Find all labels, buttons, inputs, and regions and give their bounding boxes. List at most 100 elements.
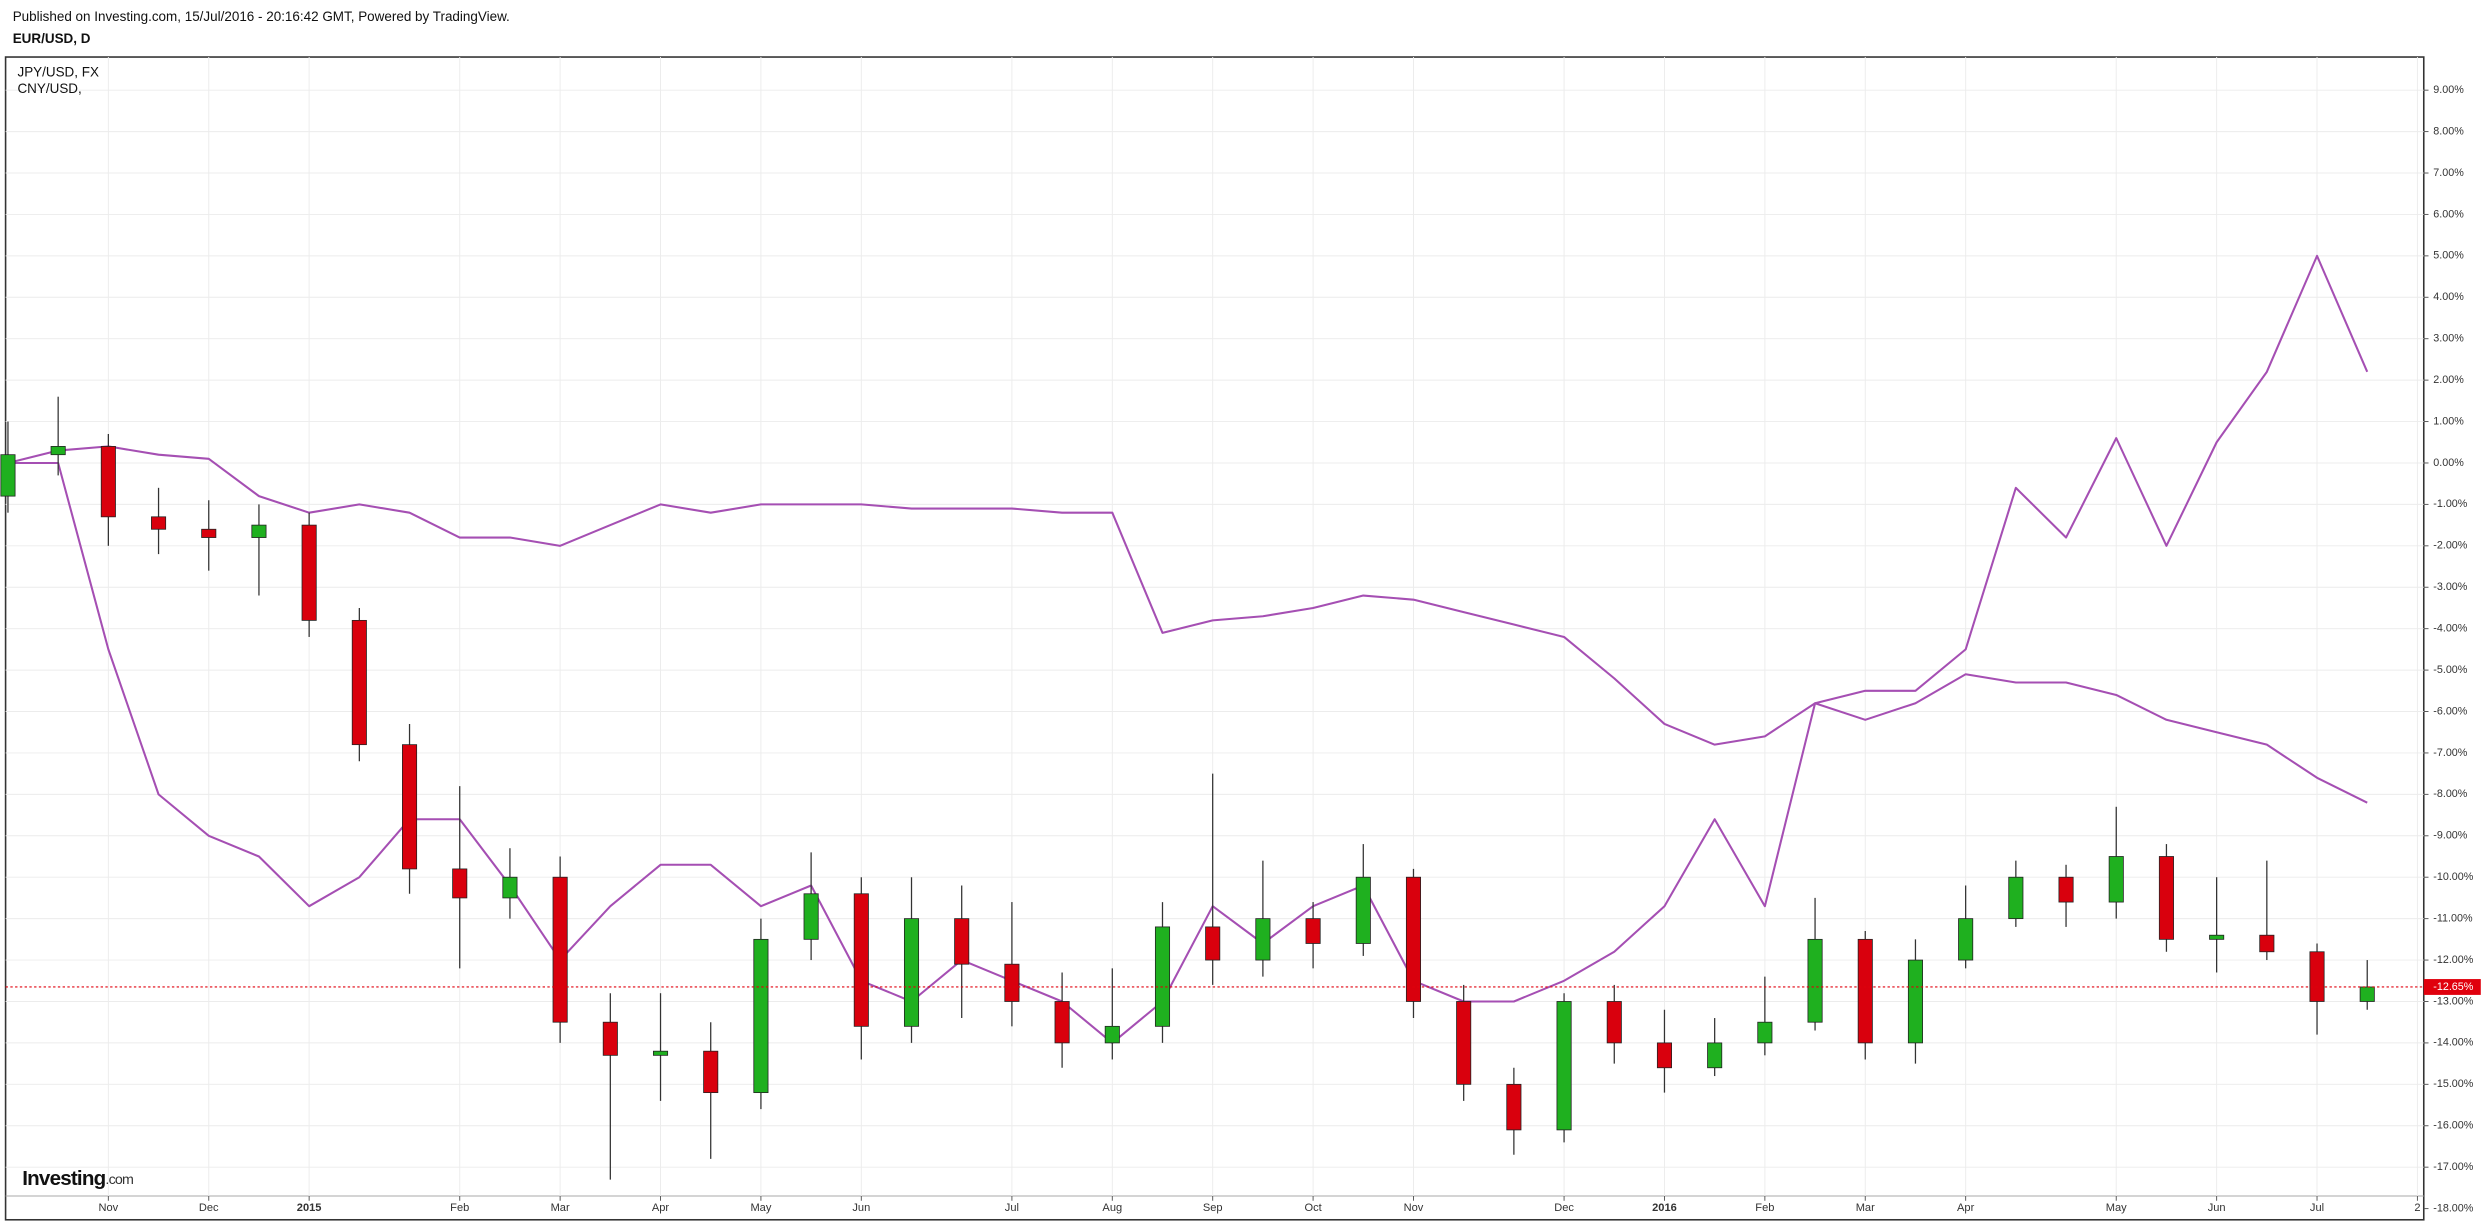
legend-entry: JPY/USD, FX — [17, 64, 99, 79]
candle-body — [100, 446, 116, 518]
y-tick-label: -5.00% — [2433, 664, 2468, 676]
candle-body — [1506, 1083, 1522, 1131]
y-tick-label: -18.00% — [2433, 1202, 2474, 1214]
x-tick-label: May — [2106, 1202, 2127, 1214]
x-tick-label: Jun — [2208, 1202, 2226, 1214]
x-tick-label: 2015 — [297, 1202, 322, 1214]
y-tick-label: 7.00% — [2433, 167, 2464, 179]
candle-body — [1054, 1001, 1070, 1044]
candle-body — [703, 1050, 719, 1094]
candle-body — [803, 893, 819, 940]
y-tick-label: -12.00% — [2433, 954, 2474, 966]
y-tick-label: -14.00% — [2433, 1037, 2474, 1049]
subtitle: Published on Investing.com, 15/Jul/2016 … — [13, 9, 510, 24]
y-tick-label: -15.00% — [2433, 1078, 2474, 1090]
candle-body — [1305, 918, 1321, 944]
candle-body — [301, 524, 317, 621]
y-tick-label: -13.00% — [2433, 995, 2474, 1007]
x-tick-label: May — [750, 1202, 771, 1214]
labels: 9.00% 8.00% 7.00% 6.00% 5.00% 4.00% 3.00% 2.00%… — [17, 64, 2481, 1214]
candle-body — [452, 868, 468, 899]
candle-body — [2359, 986, 2375, 1002]
candle-body — [1205, 926, 1221, 961]
candle-body — [2108, 856, 2124, 903]
candle-body — [652, 1050, 669, 1056]
legend-entry: CNY/USD, — [17, 81, 81, 96]
y-tick-label: -10.00% — [2433, 871, 2474, 883]
y-tick-label: -11.00% — [2433, 912, 2473, 924]
x-tick-label: 2 — [2414, 1202, 2420, 1214]
candle-body — [151, 516, 167, 530]
y-tick-label: 4.00% — [2433, 291, 2464, 303]
candle-body — [552, 876, 568, 1023]
y-tick-label: -9.00% — [2433, 830, 2468, 842]
candle-body — [1656, 1042, 1672, 1069]
candle-body — [1255, 918, 1271, 961]
x-tick-label: Apr — [652, 1202, 670, 1214]
x-tick-label: Jul — [1005, 1202, 1019, 1214]
y-tick-label: 3.00% — [2433, 333, 2464, 345]
candle-body — [1355, 876, 1371, 944]
x-tick-label: Dec — [199, 1202, 219, 1214]
y-tick-label: -2.00% — [2433, 540, 2468, 552]
y-tick-label: 1.00% — [2433, 415, 2464, 427]
x-tick-label: Feb — [450, 1202, 469, 1214]
candle-body — [1556, 1001, 1572, 1131]
candle-body — [502, 876, 518, 899]
y-tick-label: -7.00% — [2433, 747, 2468, 759]
candle-body — [2058, 876, 2074, 903]
x-tick-label: Mar — [551, 1202, 570, 1214]
candle-body — [1154, 926, 1171, 1027]
candle-body — [1757, 1021, 1773, 1044]
y-tick-label: 0.00% — [2433, 457, 2464, 469]
last-price-label: -12.65% — [2433, 981, 2474, 993]
series-line — [7, 254, 2369, 1044]
x-tick-label: Sep — [1203, 1202, 1223, 1214]
x-tick-label: Jul — [2310, 1202, 2324, 1214]
x-tick-label: Nov — [99, 1202, 119, 1214]
last-price-box — [2423, 979, 2481, 995]
candle-body — [351, 619, 367, 746]
candle-body — [753, 938, 769, 1094]
candle-body — [1958, 918, 1974, 961]
candle-body — [602, 1021, 618, 1056]
candle-body — [201, 528, 217, 538]
y-tick-label: -8.00% — [2433, 788, 2468, 800]
y-tick-label: -3.00% — [2433, 581, 2468, 593]
x-tick-label: Oct — [1304, 1202, 1321, 1214]
y-tick-label: 9.00% — [2433, 84, 2464, 96]
x-tick-label: 2016 — [1652, 1202, 1677, 1214]
y-tick-label: 2.00% — [2433, 374, 2464, 386]
candle-body — [2008, 876, 2024, 920]
candle-body — [853, 893, 869, 1027]
x-tick-label: Apr — [1957, 1202, 1975, 1214]
candle-body — [1857, 938, 1873, 1044]
y-tick-label: -4.00% — [2433, 623, 2468, 635]
candle-body — [954, 918, 970, 965]
candle-body — [50, 446, 66, 456]
candle-body — [251, 524, 267, 538]
x-tick-label: Dec — [1554, 1202, 1574, 1214]
y-tick-label: -1.00% — [2433, 498, 2468, 510]
candle-body — [1907, 959, 1923, 1044]
candle-body — [2259, 934, 2275, 953]
x-tick-label: Aug — [1102, 1202, 1122, 1214]
candle-body — [0, 454, 16, 497]
candle-body — [402, 744, 418, 870]
candle-body — [1807, 938, 1823, 1023]
candle-body — [1104, 1025, 1120, 1044]
y-tick-label: 5.00% — [2433, 250, 2464, 262]
candle-body — [1405, 876, 1422, 1002]
y-tick-label: 8.00% — [2433, 125, 2464, 137]
logo: Investing.com — [22, 1168, 133, 1191]
y-tick-label: -6.00% — [2433, 705, 2468, 717]
candle-body — [1606, 1001, 1622, 1044]
candle-body — [903, 918, 920, 1027]
candle-body — [1456, 1001, 1472, 1085]
x-tick-label: Mar — [1856, 1202, 1875, 1214]
x-tick-label: Nov — [1404, 1202, 1424, 1214]
series-line — [7, 445, 2368, 804]
y-tick-label: -16.00% — [2433, 1120, 2474, 1132]
